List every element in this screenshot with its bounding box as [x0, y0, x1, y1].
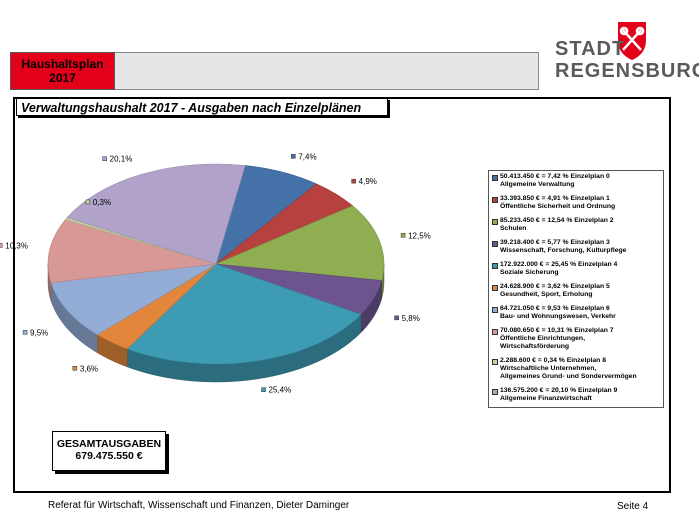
slice-label-text: 12,5% [408, 231, 431, 240]
legend-swatch [492, 389, 498, 395]
label-swatch [394, 315, 399, 321]
label-swatch [85, 199, 91, 205]
chart-legend: 50.413.450 € = 7,42 % Einzelplan 0 Allge… [488, 170, 664, 408]
legend-text: 70.080.650 € = 10,31 % Einzelplan 7 Öffe… [500, 327, 614, 350]
legend-text: 64.721.050 € = 9,53 % Einzelplan 6 Bau- … [500, 305, 616, 320]
footer-text: Referat für Wirtschaft, Wissenschaft und… [48, 500, 350, 511]
legend-item-einzelplan-7: 70.080.650 € = 10,31 % Einzelplan 7 Öffe… [492, 327, 660, 351]
total-label: GESAMTAUSGABEN [56, 438, 162, 450]
page-number: Seite 4 [617, 501, 649, 512]
slice-label-text: 10,3% [5, 241, 28, 250]
data-label-einzelplan-6: 9,5% [22, 328, 48, 337]
slice-label-text: 7,4% [298, 152, 316, 161]
label-swatch [351, 178, 356, 184]
slice-label-text: 3,6% [80, 364, 98, 373]
legend-swatch [492, 329, 498, 335]
legend-text: 2.288.600 € = 0,34 % Einzelplan 8 Wirtsc… [500, 357, 637, 380]
pie-slice-einzelplan-4 [126, 263, 362, 365]
slice-label-text: 20,1% [110, 155, 133, 164]
legend-item-einzelplan-2: 85.233.450 € = 12,54 % Einzelplan 2 Schu… [492, 217, 660, 233]
data-label-einzelplan-3: 5,8% [394, 314, 420, 323]
legend-text: 24.628.900 € = 3,62 % Einzelplan 5 Gesun… [500, 283, 610, 298]
section-label: Haushaltsplan 2017 [10, 52, 115, 90]
logo-line2: REGENSBURG [555, 60, 699, 82]
slice-label-text: 9,5% [30, 328, 48, 337]
legend-text: 39.218.400 € = 5,77 % Einzelplan 3 Wisse… [500, 239, 627, 254]
legend-swatch [492, 219, 498, 225]
slice-label-text: 0,3% [93, 198, 111, 207]
slice-label-text: 25,4% [269, 386, 292, 395]
legend-text: 172.922.000 € = 25,45 % Einzelplan 4 Soz… [500, 261, 618, 276]
label-swatch [400, 233, 406, 238]
data-label-einzelplan-5: 3,6% [72, 364, 98, 373]
legend-text: 136.575.200 € = 20,10 % Einzelplan 9 All… [500, 387, 618, 402]
data-label-einzelplan-9: 20,1% [102, 155, 133, 164]
legend-item-einzelplan-5: 24.628.900 € = 3,62 % Einzelplan 5 Gesun… [492, 283, 660, 299]
legend-item-einzelplan-9: 136.575.200 € = 20,10 % Einzelplan 9 All… [492, 387, 660, 403]
logo-line1: STADT [555, 38, 626, 60]
total-box: GESAMTAUSGABEN 679.475.550 € [52, 431, 166, 471]
data-label-einzelplan-0: 7,4% [291, 152, 317, 161]
label-swatch [261, 387, 266, 392]
legend-swatch [492, 241, 498, 247]
legend-text: 33.393.850 € = 4,91 % Einzelplan 1 Öffen… [500, 195, 616, 210]
slice-label-text: 4,9% [359, 177, 377, 186]
legend-text: 50.413.450 € = 7,42 % Einzelplan 0 Allge… [500, 173, 610, 188]
legend-item-einzelplan-4: 172.922.000 € = 25,45 % Einzelplan 4 Soz… [492, 261, 660, 277]
legend-item-einzelplan-3: 39.218.400 € = 5,77 % Einzelplan 3 Wisse… [492, 239, 660, 255]
label-swatch [291, 154, 296, 159]
legend-item-einzelplan-8: 2.288.600 € = 0,34 % Einzelplan 8 Wirtsc… [492, 357, 660, 381]
legend-swatch [492, 307, 498, 313]
label-swatch [22, 330, 28, 335]
data-label-einzelplan-7: 10,3% [0, 241, 28, 250]
data-label-einzelplan-1: 4,9% [351, 177, 377, 186]
pie-slice-einzelplan-7 [47, 219, 217, 283]
chart-title: Verwaltungshaushalt 2017 - Ausgaben nach… [16, 98, 388, 116]
label-swatch [0, 243, 3, 248]
legend-swatch [492, 263, 498, 269]
legend-item-einzelplan-1: 33.393.850 € = 4,91 % Einzelplan 1 Öffen… [492, 195, 660, 211]
legend-item-einzelplan-6: 64.721.050 € = 9,53 % Einzelplan 6 Bau- … [492, 305, 660, 321]
total-value: 679.475.550 € [75, 450, 143, 462]
header-bar [115, 52, 539, 90]
legend-swatch [492, 285, 498, 291]
pie-slice-einzelplan-2 [215, 205, 385, 281]
pie-slice-einzelplan-9 [66, 163, 246, 265]
data-label-einzelplan-2: 12,5% [400, 231, 431, 240]
label-swatch [102, 156, 107, 161]
slice-label-text: 5,8% [402, 314, 420, 323]
legend-swatch [492, 175, 498, 181]
legend-text: 85.233.450 € = 12,54 % Einzelplan 2 Schu… [500, 217, 614, 232]
legend-swatch [492, 197, 498, 203]
data-label-einzelplan-4: 25,4% [261, 386, 292, 395]
data-label-einzelplan-8: 0,3% [85, 198, 111, 207]
keys-icon [619, 26, 645, 51]
pie-slice-einzelplan-6 [50, 263, 217, 336]
regensburg-logo [618, 22, 646, 60]
legend-swatch [492, 359, 498, 365]
label-swatch [72, 366, 78, 371]
legend-item-einzelplan-0: 50.413.450 € = 7,42 % Einzelplan 0 Allge… [492, 173, 660, 189]
